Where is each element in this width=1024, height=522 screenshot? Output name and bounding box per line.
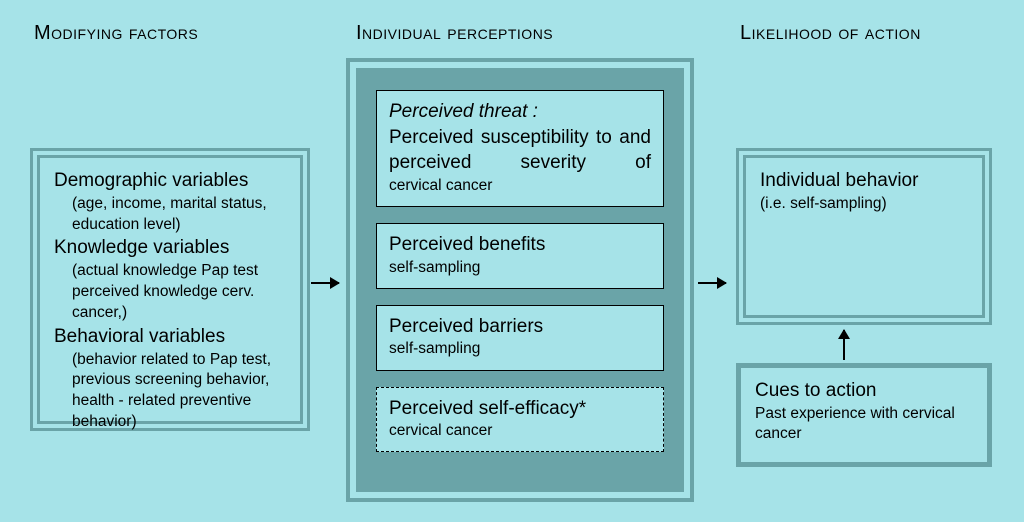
arrow-perc-to-beh (698, 282, 726, 284)
perc-title: Perceived threat : Perceived susceptibil… (389, 99, 651, 176)
perception-box-selfefficacy: Perceived self-efficacy* cervical cancer (376, 387, 664, 453)
perception-box-benefits: Perceived benefits self-sampling (376, 223, 664, 289)
perc-title: Perceived barriers (389, 314, 651, 340)
col-heading-modifying: Modifying factors (34, 22, 198, 45)
arrow-cues-to-beh (843, 330, 845, 360)
cues-title: Cues to action (755, 378, 973, 404)
modifying-factors-box: Demographic variables (age, income, mari… (30, 148, 310, 431)
behavior-sub: (i.e. self-sampling) (760, 194, 968, 214)
individual-behavior-box: Individual behavior (i.e. self-sampling) (736, 148, 992, 325)
perception-box-barriers: Perceived barriers self-sampling (376, 305, 664, 371)
mod-item-title: Demographic variables (54, 168, 286, 194)
mod-item-title: Behavioral variables (54, 324, 286, 350)
perceptions-inner: Perceived threat : Perceived susceptibil… (356, 68, 684, 492)
perc-sub: self-sampling (389, 258, 651, 278)
cues-to-action-box: Cues to action Past experience with cerv… (736, 363, 992, 467)
perc-sub: cervical cancer (389, 176, 651, 196)
cues-sub: Past experience with cervical cancer (755, 404, 973, 444)
perception-box-threat: Perceived threat : Perceived susceptibil… (376, 90, 664, 207)
perc-title: Perceived self-efficacy* (389, 396, 651, 422)
mod-item-sub: (age, income, marital status, education … (54, 194, 286, 236)
perc-title-italic: Perceived threat : (389, 101, 538, 122)
mod-item-sub: (behavior related to Pap test, previous … (54, 350, 286, 434)
arrow-mod-to-perc (311, 282, 339, 284)
perc-title: Perceived benefits (389, 232, 651, 258)
mod-item: Behavioral variables (behavior related t… (54, 324, 286, 433)
mod-item: Knowledge variables (actual knowledge Pa… (54, 235, 286, 323)
mod-item-title: Knowledge variables (54, 235, 286, 261)
perc-title-rest: Perceived susceptibility to and perceive… (389, 125, 651, 176)
mod-item-sub: (actual knowledge Pap test perceived kno… (54, 261, 286, 324)
perceptions-outer: Perceived threat : Perceived susceptibil… (346, 58, 694, 502)
behavior-title: Individual behavior (760, 168, 968, 194)
col-heading-likelihood: Likelihood of action (740, 22, 921, 45)
col-heading-perceptions: Individual perceptions (356, 22, 553, 45)
perc-sub: self-sampling (389, 339, 651, 359)
diagram-canvas: Modifying factors Individual perceptions… (0, 0, 1024, 522)
mod-item: Demographic variables (age, income, mari… (54, 168, 286, 235)
perc-sub: cervical cancer (389, 421, 651, 441)
